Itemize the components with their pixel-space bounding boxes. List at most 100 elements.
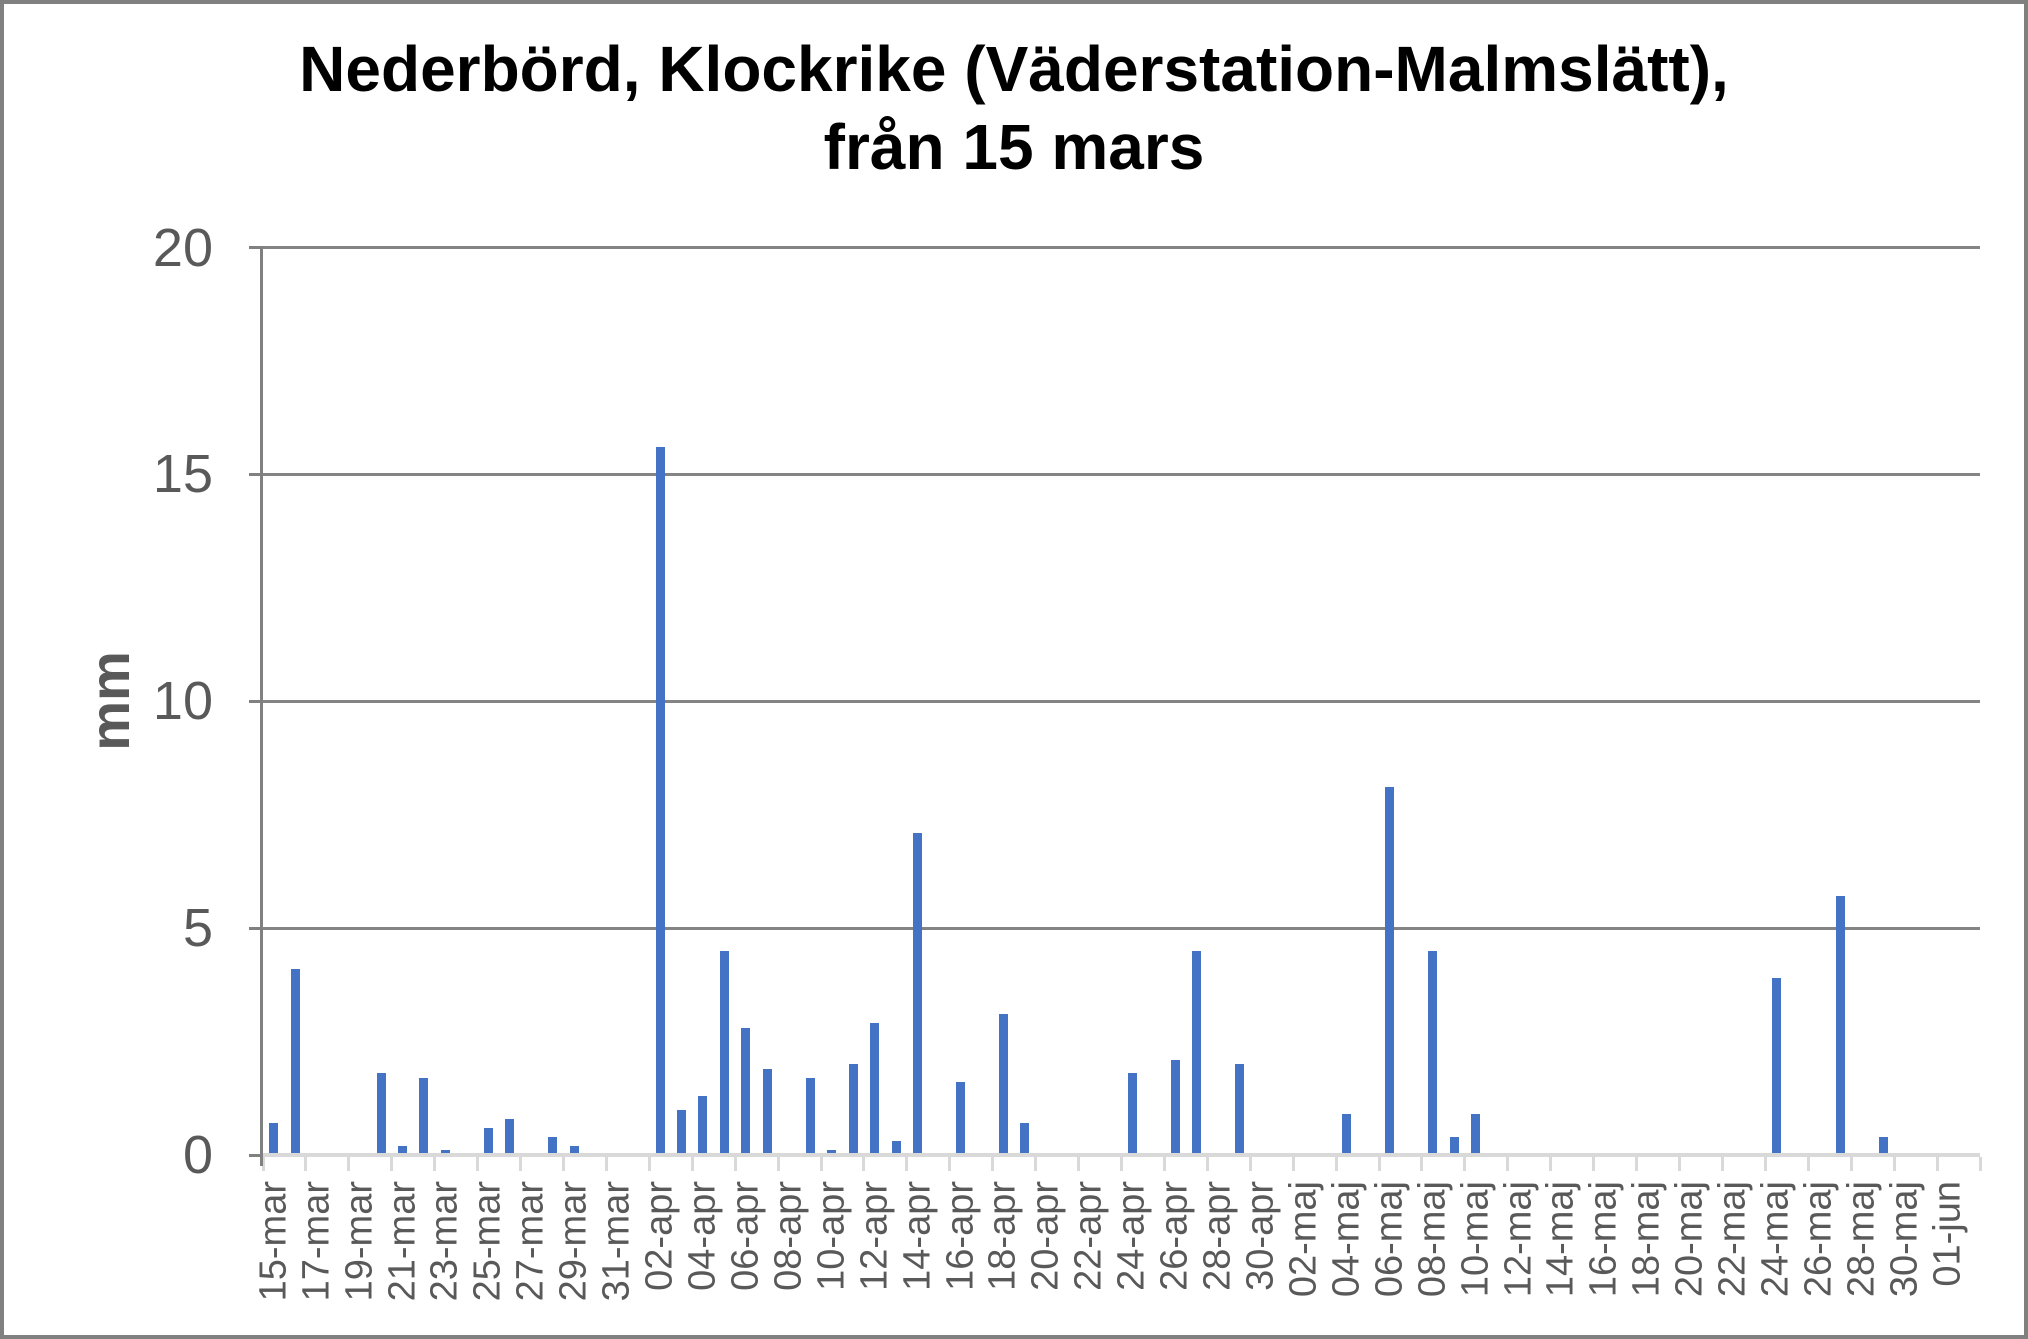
bar <box>827 1150 837 1155</box>
bar <box>1835 896 1845 1155</box>
x-tick-label: 12-apr <box>853 1181 896 1291</box>
x-axis-tick <box>1034 1157 1038 1171</box>
x-axis-tick <box>733 1157 737 1171</box>
x-tick-label: 26-apr <box>1153 1181 1196 1291</box>
x-axis-tick <box>1077 1157 1081 1171</box>
x-tick-label: 30-apr <box>1239 1181 1282 1291</box>
x-tick-label: 08-maj <box>1411 1181 1454 1298</box>
x-axis-tick <box>948 1157 952 1171</box>
x-axis-line <box>263 1153 1980 1157</box>
chart-title: Nederbörd, Klockrike (Väderstation-Malms… <box>4 30 2024 186</box>
bar <box>677 1109 687 1155</box>
gridline <box>263 699 1980 703</box>
x-tick-label: 12-maj <box>1497 1181 1540 1298</box>
x-axis-tick <box>862 1157 866 1171</box>
x-tick-label: 04-maj <box>1325 1181 1368 1298</box>
x-tick-label: 22-apr <box>1067 1181 1110 1291</box>
x-axis-tick <box>819 1157 823 1171</box>
x-axis-tick <box>1377 1157 1381 1171</box>
x-tick-label: 26-maj <box>1797 1181 1840 1298</box>
x-tick-label: 16-maj <box>1582 1181 1625 1298</box>
x-axis-tick <box>1506 1157 1510 1171</box>
x-tick-label: 21-mar <box>381 1181 423 1302</box>
gridline <box>263 246 1980 249</box>
x-axis-tick <box>1334 1157 1338 1171</box>
y-tick-label: 15 <box>152 444 213 505</box>
bar <box>419 1077 429 1155</box>
x-tick-label: 06-maj <box>1368 1181 1411 1298</box>
x-tick-label: 27-mar <box>509 1181 552 1302</box>
x-tick-label: 24-maj <box>1754 1181 1797 1298</box>
bar <box>1192 950 1202 1155</box>
x-tick-label: 29-mar <box>552 1181 595 1302</box>
y-tick-label: 0 <box>182 1125 213 1185</box>
bar <box>290 968 300 1155</box>
bar <box>398 1145 407 1155</box>
x-axis-tick <box>1892 1157 1896 1171</box>
x-axis-tick <box>519 1157 523 1171</box>
x-axis-tick <box>690 1157 694 1171</box>
x-axis-tick <box>1205 1157 1209 1171</box>
x-tick-label: 28-apr <box>1196 1181 1239 1291</box>
y-axis-tick <box>249 926 263 930</box>
bar <box>1428 950 1438 1155</box>
x-axis-tick <box>905 1157 909 1171</box>
x-axis-tick <box>476 1157 480 1171</box>
x-axis-tick <box>1592 1157 1596 1171</box>
x-tick-label: 10-maj <box>1454 1181 1497 1298</box>
x-tick-label: 08-apr <box>767 1181 810 1291</box>
x-axis-tick <box>1635 1157 1639 1171</box>
x-axis-tick <box>1978 1157 1982 1171</box>
bar <box>655 447 665 1155</box>
x-axis-tick <box>1291 1157 1295 1171</box>
y-tick-label: 5 <box>182 898 213 959</box>
x-axis-tick <box>1162 1157 1166 1171</box>
bar <box>870 1023 880 1155</box>
x-tick-label: 06-apr <box>724 1181 767 1291</box>
bar <box>956 1082 966 1155</box>
gridline <box>263 472 1980 476</box>
gridline <box>263 926 1980 930</box>
x-tick-label: 23-mar <box>423 1181 466 1302</box>
x-axis-tick <box>1849 1157 1853 1171</box>
x-tick-label: 19-mar <box>338 1181 381 1302</box>
bar <box>483 1127 493 1155</box>
y-axis-line <box>260 246 263 1166</box>
x-tick-label: 28-maj <box>1840 1181 1883 1298</box>
bar <box>1449 1136 1459 1155</box>
bar <box>1235 1064 1245 1155</box>
x-axis-tick <box>1420 1157 1424 1171</box>
bar <box>805 1077 815 1155</box>
bar <box>698 1096 708 1155</box>
bar <box>1771 978 1781 1155</box>
x-tick-label: 30-maj <box>1883 1181 1926 1298</box>
x-tick-label: 18-apr <box>981 1181 1024 1291</box>
x-axis-tick <box>433 1157 437 1171</box>
x-axis-tick <box>261 1157 265 1171</box>
bar <box>269 1123 279 1155</box>
bar <box>569 1145 579 1155</box>
bar <box>1342 1114 1352 1155</box>
x-axis-tick <box>647 1157 651 1171</box>
x-tick-label: 18-maj <box>1625 1181 1668 1298</box>
bar <box>913 832 923 1155</box>
bar <box>1020 1123 1030 1155</box>
x-axis-tick <box>304 1157 308 1171</box>
x-axis-tick <box>1463 1157 1467 1171</box>
x-axis-tick <box>561 1157 565 1171</box>
chart-title-line-2: från 15 mars <box>823 111 1205 183</box>
x-axis-tick <box>1549 1157 1553 1171</box>
x-tick-label: 20-apr <box>1024 1181 1067 1291</box>
x-axis-tick <box>1720 1157 1724 1171</box>
x-tick-label: 16-apr <box>939 1181 982 1291</box>
x-tick-label: 20-maj <box>1668 1181 1711 1298</box>
bar <box>376 1073 386 1155</box>
bar <box>1471 1114 1481 1155</box>
y-axis-tick <box>249 699 263 703</box>
bar <box>548 1136 558 1155</box>
x-tick-label: 10-apr <box>810 1181 853 1291</box>
x-tick-label: 02-maj <box>1282 1181 1325 1298</box>
bar <box>1878 1136 1888 1155</box>
x-axis-tick <box>1935 1157 1939 1171</box>
